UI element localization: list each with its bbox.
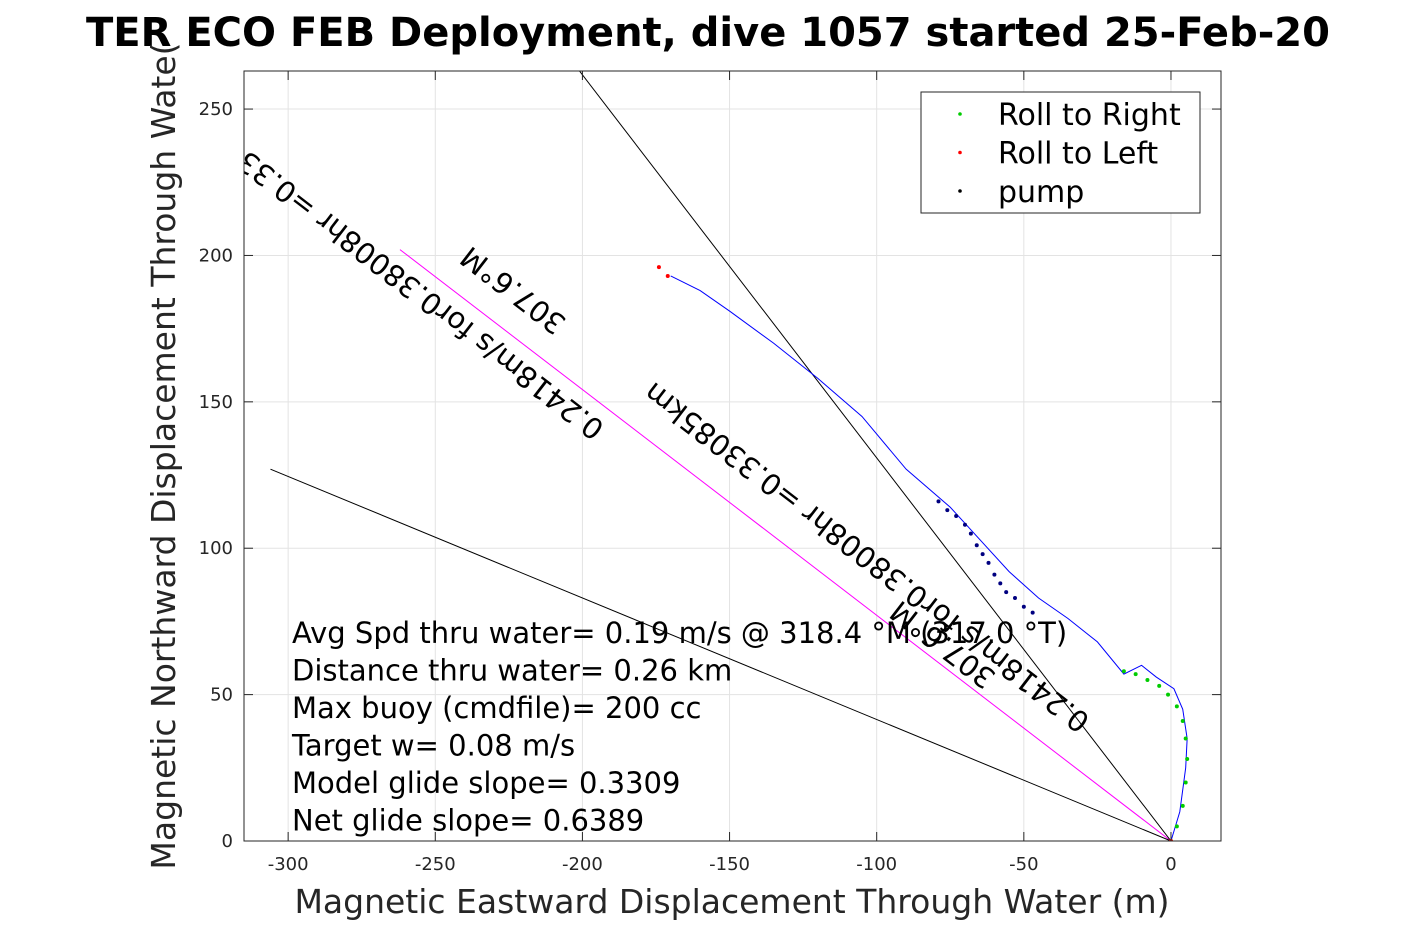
track-line xyxy=(670,275,1188,841)
x-tick-label: -150 xyxy=(709,854,750,875)
y-tick-label: 0 xyxy=(222,831,233,852)
annotation-line: Distance thru water= 0.26 km xyxy=(292,654,732,688)
data-point xyxy=(968,531,973,536)
y-tick-label: 100 xyxy=(199,538,233,559)
axis-ticks: -300 -250 -200 -150 -100 -50 0 0 50 100 150 200 250 xyxy=(199,71,1221,875)
data-point xyxy=(1183,780,1188,785)
data-point xyxy=(980,552,985,557)
legend-marker xyxy=(958,189,962,193)
x-axis-label: Magnetic Eastward Displacement Through W… xyxy=(294,882,1169,921)
chart-title: TER ECO FEB Deployment, dive 1057 starte… xyxy=(86,10,1330,56)
legend-label: Roll to Left xyxy=(998,137,1158,172)
data-point xyxy=(954,514,959,519)
x-tick-label: -200 xyxy=(562,854,603,875)
data-point xyxy=(1180,803,1185,808)
data-point xyxy=(1180,718,1185,723)
data-point xyxy=(1004,590,1009,595)
x-tick-label: -250 xyxy=(415,854,456,875)
data-point xyxy=(1166,692,1171,697)
data-point xyxy=(1157,683,1162,688)
data-point xyxy=(998,581,1003,586)
y-tick-label: 50 xyxy=(210,685,233,706)
data-point xyxy=(992,572,997,577)
annotation-block: Avg Spd thru water= 0.19 m/s @ 318.4 °M … xyxy=(291,616,1067,838)
data-point xyxy=(656,265,661,270)
data-point xyxy=(1174,704,1179,709)
annotation-line: Target w= 0.08 m/s xyxy=(291,729,575,763)
axes-box xyxy=(243,70,1222,842)
y-axis-label: Magnetic Northward Displacement Through … xyxy=(144,42,183,869)
annotation-line: Avg Spd thru water= 0.19 m/s @ 318.4 °M … xyxy=(292,616,1067,650)
legend-marker xyxy=(958,150,962,155)
data-point xyxy=(986,560,991,565)
annotation-line: Model glide slope= 0.3309 xyxy=(292,766,680,800)
legend-box xyxy=(920,91,1201,214)
data-point xyxy=(1121,669,1126,674)
legend-label: pump xyxy=(998,175,1084,210)
reference-line xyxy=(579,71,1172,841)
x-tick-label: -50 xyxy=(1009,854,1038,875)
data-point xyxy=(1145,677,1150,682)
data-point xyxy=(945,508,950,513)
data-point xyxy=(1174,824,1179,829)
data-point xyxy=(1030,610,1035,615)
data-point xyxy=(1133,672,1138,677)
reference-line xyxy=(270,468,1172,841)
data-point xyxy=(1183,736,1188,741)
annotation-line: Max buoy (cmdfile)= 200 cc xyxy=(292,691,701,725)
data-point xyxy=(974,543,979,548)
data-point xyxy=(1185,757,1190,762)
y-tick-label: 200 xyxy=(199,245,233,266)
data-point xyxy=(1021,604,1026,609)
y-tick-label: 250 xyxy=(199,99,233,120)
data-point xyxy=(665,273,670,278)
x-tick-label: -100 xyxy=(856,854,897,875)
x-tick-label: 0 xyxy=(1165,854,1176,875)
x-tick-label: -300 xyxy=(268,854,309,875)
data-point xyxy=(1013,595,1018,600)
y-tick-label: 150 xyxy=(199,392,233,413)
data-point xyxy=(962,522,967,527)
annotation-line: Net glide slope= 0.6389 xyxy=(292,804,644,838)
data-point xyxy=(936,499,941,504)
reference-line xyxy=(399,249,1172,841)
legend-marker xyxy=(958,112,962,116)
legend-label: Roll to Right xyxy=(998,98,1181,133)
